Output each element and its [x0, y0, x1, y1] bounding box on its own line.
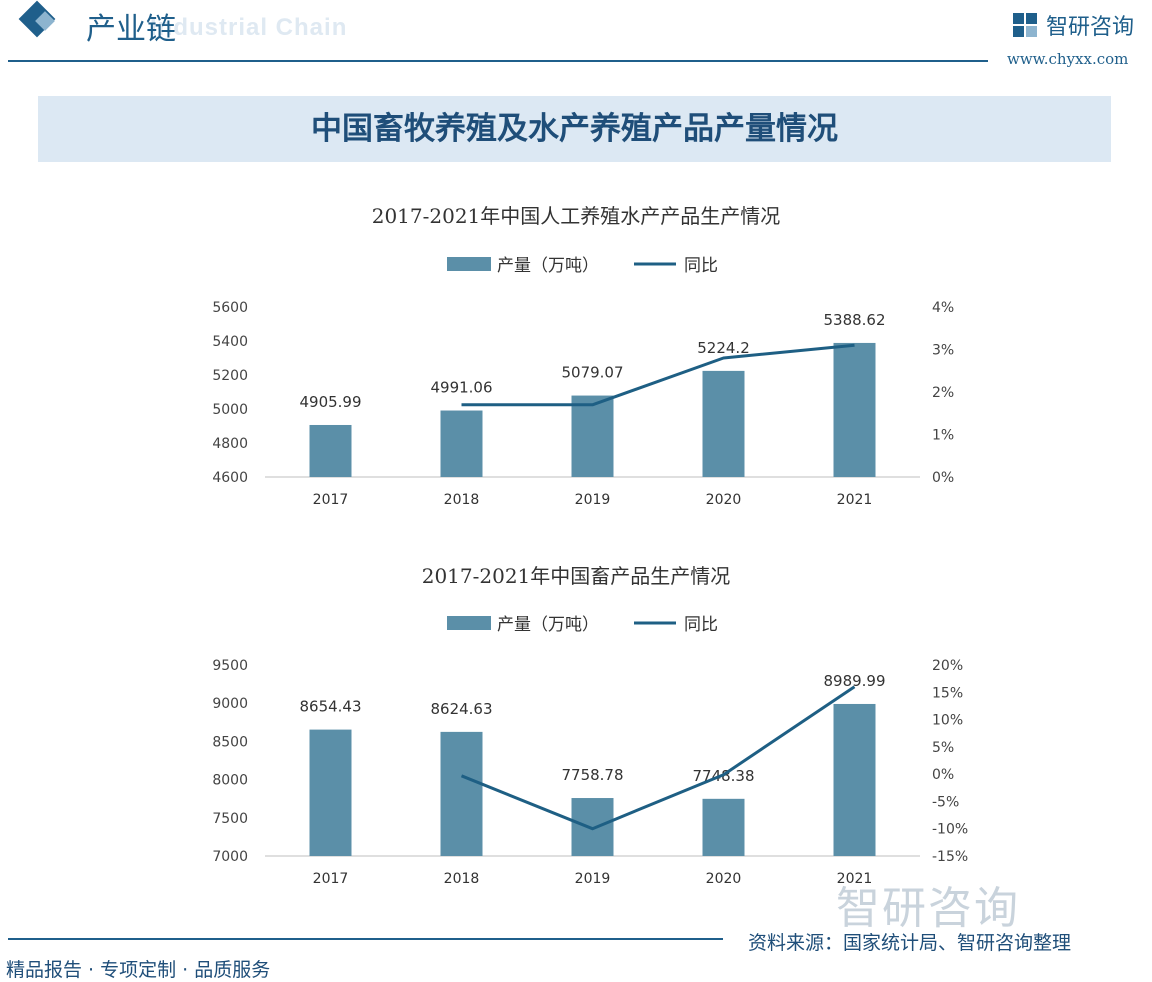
chart1-data-label: 4991.06	[430, 379, 492, 397]
header-divider	[8, 60, 988, 62]
chart1-yoy-line	[461, 343, 855, 407]
chart2-legend-bar-swatch	[447, 616, 491, 630]
chart2-ytick-right: 15%	[932, 685, 963, 701]
chart2-ytick-right: -10%	[932, 822, 968, 838]
chart2-ytick-left: 8500	[212, 734, 248, 750]
watermark-logo: 智研咨询	[836, 883, 1020, 934]
chart2-xtick: 2020	[706, 871, 742, 887]
chart2-xtick: 2018	[444, 871, 480, 887]
chart2-ytick-right: -5%	[932, 794, 959, 810]
chart1-xtick: 2017	[313, 492, 349, 508]
chart2-bar	[440, 731, 483, 856]
chart1-bar	[309, 424, 352, 477]
chart2-ytick-left: 9000	[212, 696, 248, 712]
chart1-xtick: 2021	[837, 492, 873, 508]
chart1-ytick-left: 5200	[212, 368, 248, 384]
chart1-data-label: 5224.2	[697, 339, 750, 357]
chart1-bar	[571, 395, 614, 477]
chart1-ytick-right: 3%	[932, 343, 954, 359]
chart2-ytick-right: -15%	[932, 849, 968, 865]
chart1-ytick-left: 5600	[212, 300, 248, 316]
chart1-xtick: 2018	[444, 492, 480, 508]
source-note: 资料来源：国家统计局、智研咨询整理	[748, 932, 1072, 954]
chart2-ytick-right: 10%	[932, 713, 963, 729]
chart2-xtick: 2019	[575, 871, 611, 887]
chart2-ytick-left: 9500	[212, 658, 248, 674]
chart2-ytick-right: 5%	[932, 740, 954, 756]
chart2-title: 2017-2021年中国畜产品生产情况	[421, 564, 731, 588]
chart2-xtick: 2021	[837, 871, 873, 887]
brand-url: www.chyxx.com	[1007, 50, 1129, 68]
chart1-xtick: 2020	[706, 492, 742, 508]
chart2-data-label: 8624.63	[430, 700, 492, 718]
chart2-bar	[309, 729, 352, 856]
footer-slogan: 精品报告 · 专项定制 · 品质服务	[6, 959, 271, 981]
chart2-data-label: 7758.78	[561, 766, 623, 784]
chart2-legend-line-label: 同比	[684, 615, 718, 635]
chart2-data-label: 8654.43	[299, 698, 361, 716]
chart1-ytick-right: 1%	[932, 428, 954, 444]
chart1-ytick-left: 4600	[212, 470, 248, 486]
chart1-ytick-left: 5000	[212, 402, 248, 418]
chart1-ytick-right: 4%	[932, 300, 954, 316]
chart1-bar	[440, 410, 483, 477]
chart1-ytick-left: 4800	[212, 436, 248, 452]
chart1-legend-bar-label: 产量（万吨）	[497, 256, 599, 276]
chart2-ytick-right: 20%	[932, 658, 963, 674]
title-banner	[38, 96, 1111, 162]
brand-logo-name: 智研咨询	[1046, 15, 1135, 40]
chart1-bar	[833, 342, 876, 477]
brand-logo-icon	[1013, 13, 1037, 37]
chart1-data-label: 4905.99	[299, 393, 361, 411]
chart1-title: 2017-2021年中国人工养殖水产产品生产情况	[371, 204, 781, 228]
chart1-ytick-right: 0%	[932, 470, 954, 486]
chart2-xtick: 2017	[313, 871, 349, 887]
chart2-legend-bar-label: 产量（万吨）	[497, 615, 599, 635]
chart2-data-label: 8989.99	[823, 672, 885, 690]
chart1-ytick-right: 2%	[932, 385, 954, 401]
header-title: 产业链	[86, 12, 176, 47]
chart2-ytick-left: 7500	[212, 811, 248, 827]
chart1-bar	[702, 370, 745, 477]
chart2-bar	[833, 703, 876, 856]
chart2-ytick-right: 0%	[932, 767, 954, 783]
chart1-xtick: 2019	[575, 492, 611, 508]
footer-divider	[8, 938, 723, 940]
chart2-ytick-left: 8000	[212, 773, 248, 789]
chart2-yoy-line	[460, 685, 856, 831]
chart1-data-label: 5388.62	[823, 311, 885, 329]
chart1-ytick-left: 5400	[212, 334, 248, 350]
chart1-legend-line-label: 同比	[684, 256, 718, 276]
aquaculture-chart: 产量（万吨） 同比 4600 4800 5000 5200 5400 5600 0% 1% 2% 3%…	[212, 256, 954, 508]
chart2-bar	[571, 798, 614, 856]
chart1-data-label: 5079.07	[561, 364, 623, 382]
banner-title: 中国畜牧养殖及水产养殖产品产量情况	[311, 111, 838, 147]
header-subtitle: Industrial Chain	[150, 14, 348, 41]
livestock-chart: 产量（万吨） 同比 7000 7500 8000 8500 9000 9500 -15% -10%…	[212, 615, 968, 887]
chart2-ytick-left: 7000	[212, 849, 248, 865]
chart2-bar	[702, 798, 745, 856]
chart1-legend-bar-swatch	[447, 257, 491, 271]
